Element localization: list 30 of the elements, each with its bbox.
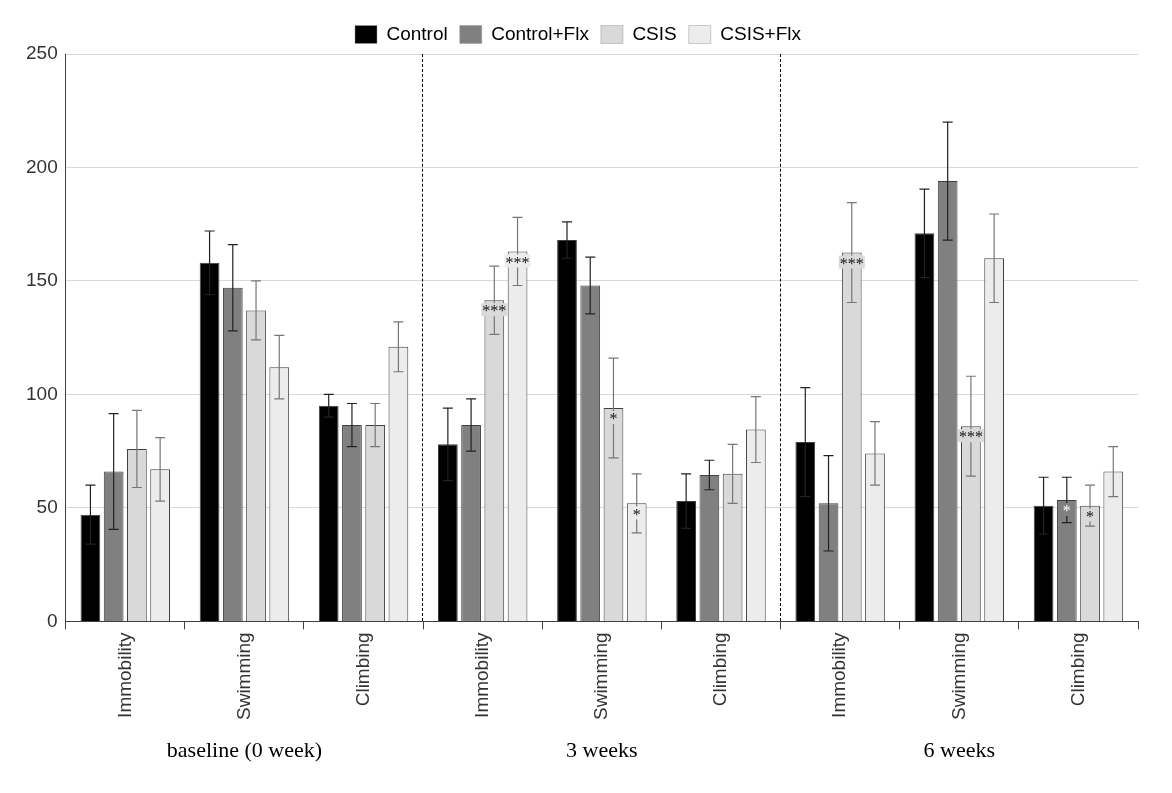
- text: 6 weeks: [923, 736, 996, 762]
- y-tick-label: 250: [26, 42, 58, 64]
- x-tick-label: Climbing: [351, 632, 373, 707]
- legend-label: CSIS+Flx: [720, 22, 802, 44]
- x-tick-label: Swimming: [590, 632, 612, 720]
- x-tick-label: Swimming: [947, 632, 969, 720]
- x-tick-label: Climbing: [709, 632, 731, 707]
- data-label: ***: [482, 302, 507, 320]
- legend-label: Control+Flx: [491, 22, 590, 44]
- x-tick-label: Swimming: [232, 632, 254, 720]
- x-tick-label: Immobility: [470, 631, 492, 718]
- data-label: *: [632, 505, 641, 523]
- data-label: *: [1086, 507, 1095, 525]
- y-tick-label: 200: [26, 155, 58, 177]
- y-tick-label: 150: [26, 269, 58, 291]
- data-label: ***: [505, 253, 530, 271]
- y-tick-label: 50: [36, 496, 58, 518]
- x-tick-label: Immobility: [828, 631, 850, 718]
- data-label: ***: [958, 428, 983, 446]
- data-label: *: [1062, 502, 1071, 520]
- y-tick-label: 100: [26, 382, 58, 404]
- x-tick-label: Immobility: [113, 631, 135, 718]
- legend-label: CSIS: [632, 22, 677, 44]
- text: baseline (0 week): [166, 736, 322, 762]
- data-label: ***: [839, 254, 864, 272]
- y-tick-label: 0: [47, 609, 58, 631]
- legend-label: Control: [386, 22, 448, 44]
- data-label: *: [609, 410, 618, 428]
- x-tick-label: Climbing: [1066, 632, 1088, 707]
- text: 3 weeks: [566, 736, 638, 762]
